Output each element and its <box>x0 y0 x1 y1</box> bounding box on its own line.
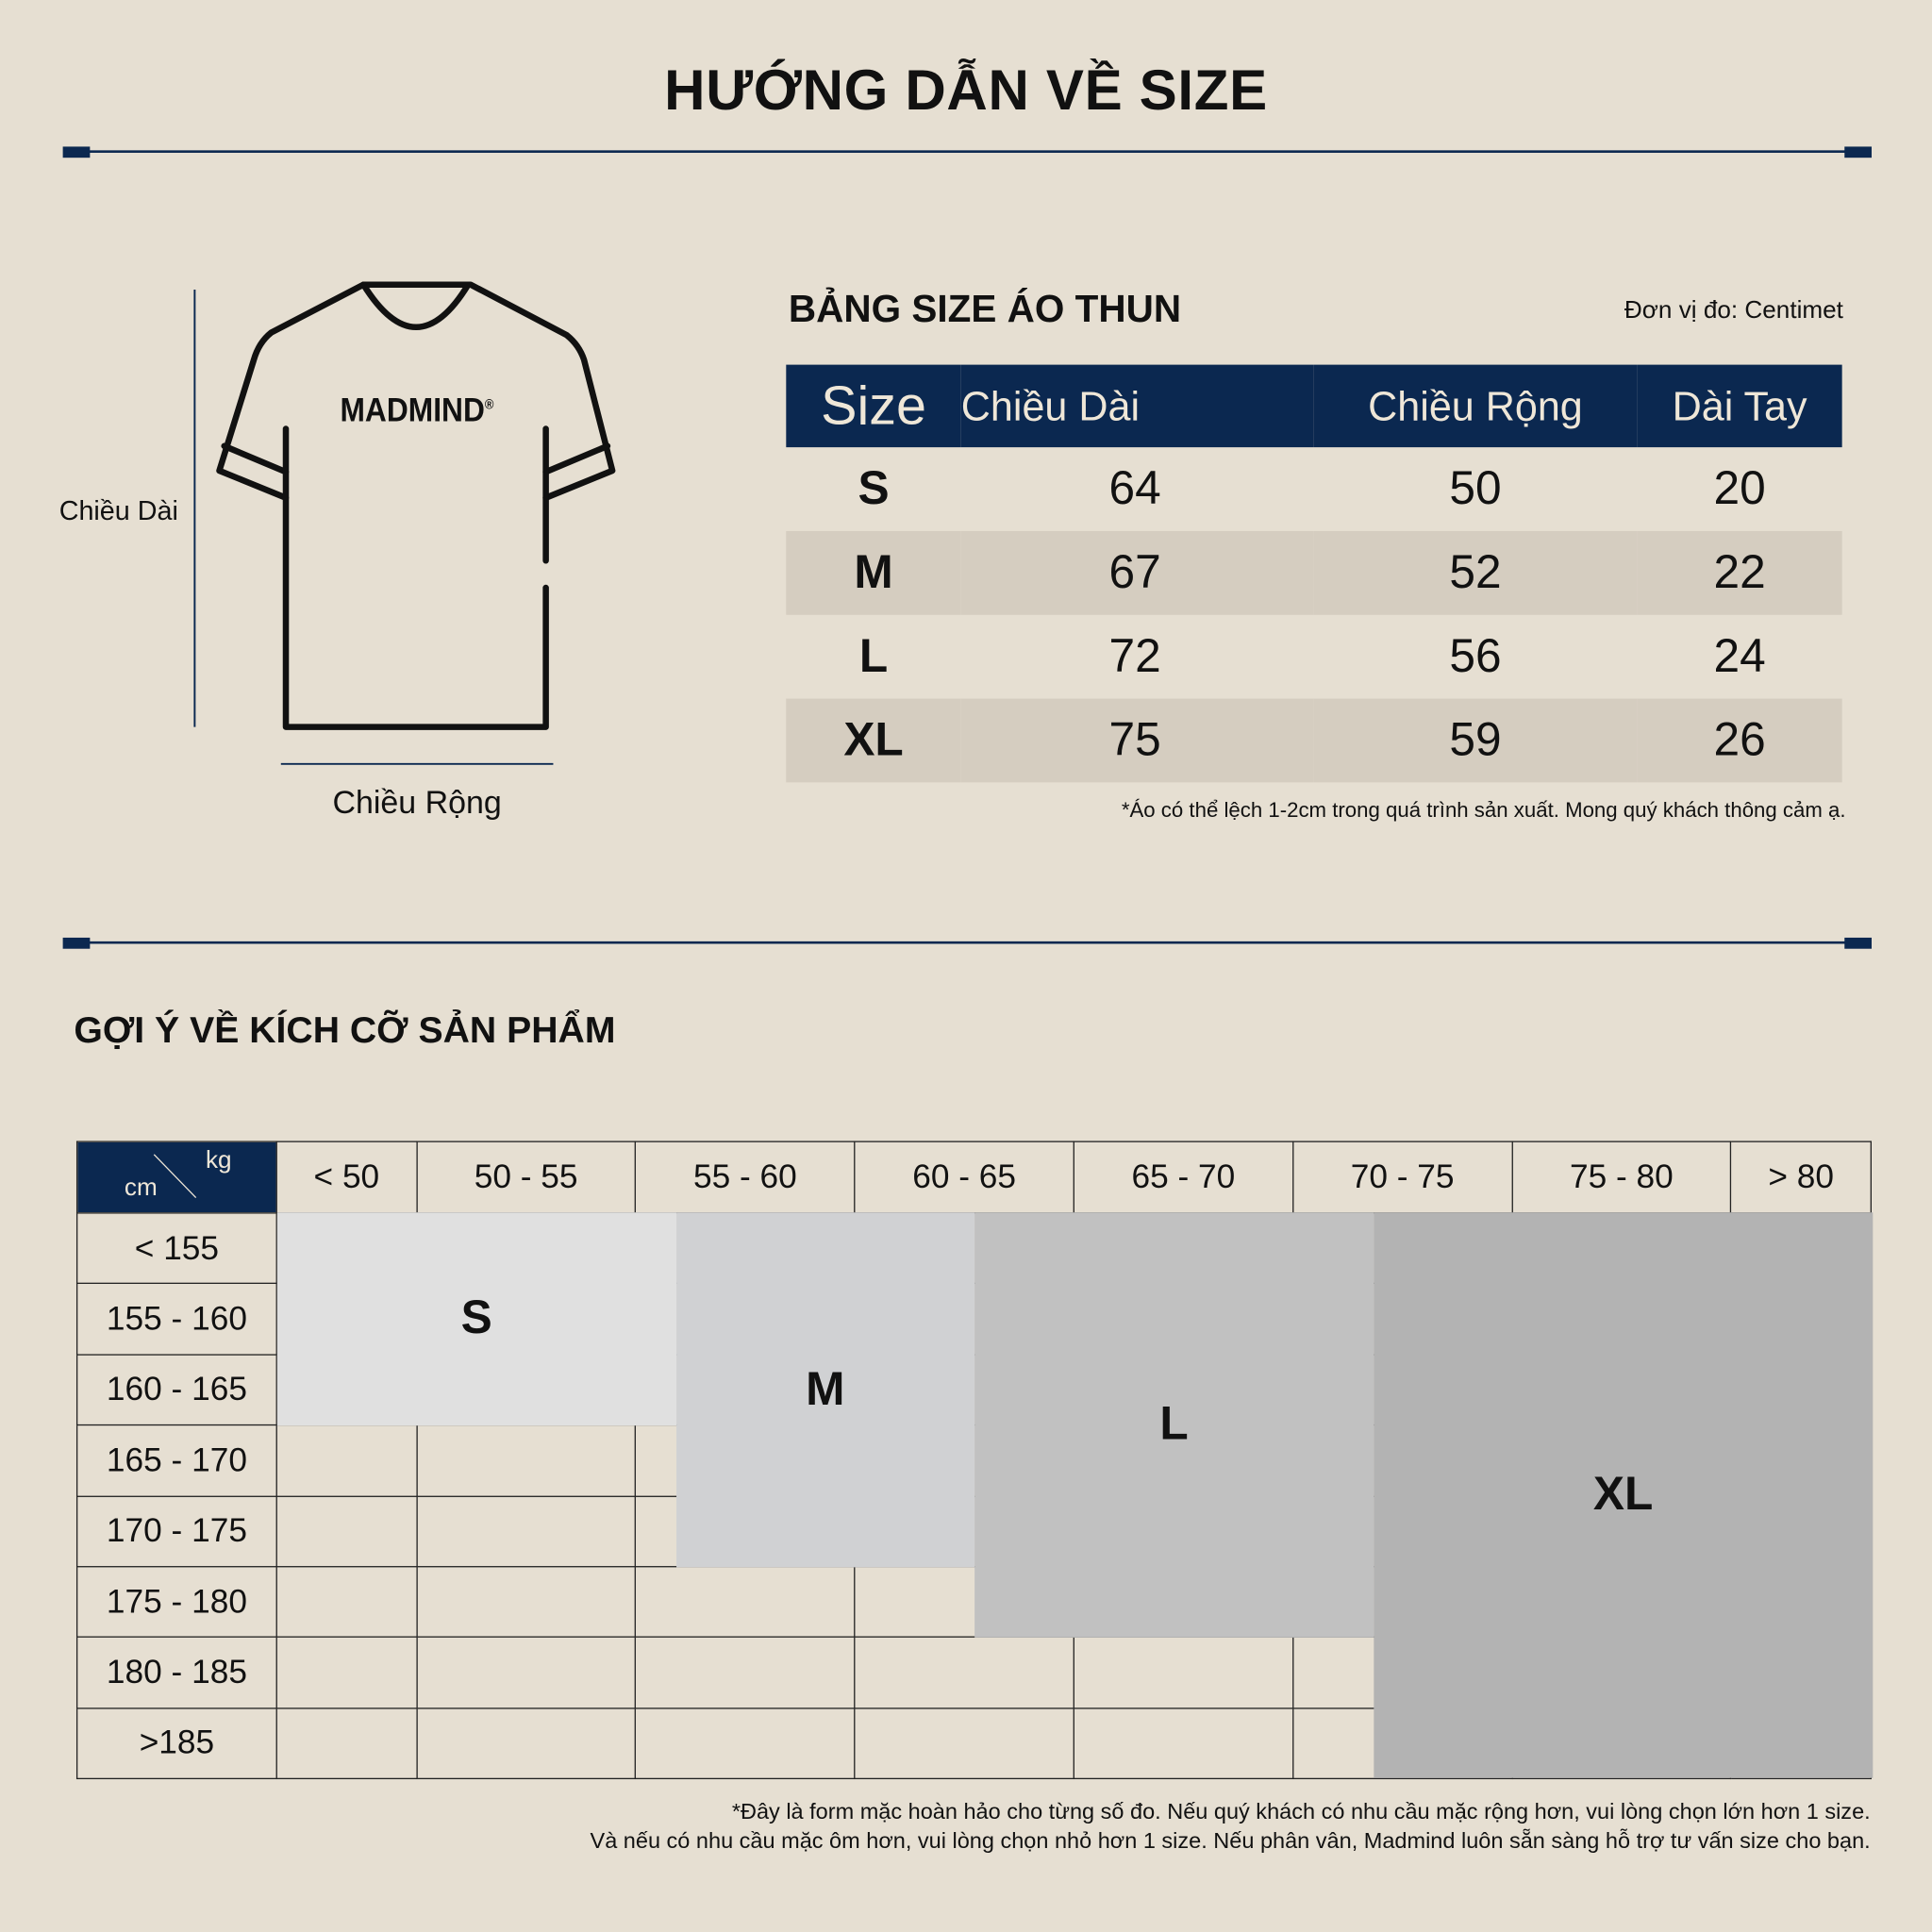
weight-col: 70 - 75 <box>1291 1141 1513 1214</box>
size-block-m: M <box>675 1212 975 1568</box>
divider-cap <box>62 937 91 949</box>
grid-cell <box>1073 1636 1294 1709</box>
grid-cell <box>415 1707 637 1780</box>
table-row: S 64 50 20 <box>786 447 1841 531</box>
suggest-note-line1: *Đây là form mặc hoàn hảo cho từng số đo… <box>731 1798 1871 1824</box>
length-cell: 72 <box>1108 630 1161 682</box>
grid-cell <box>275 1424 418 1497</box>
grid-cell <box>415 1495 637 1568</box>
table-row: L 72 56 24 <box>786 615 1841 699</box>
grid-cell <box>854 1636 1074 1709</box>
divider-cap <box>1844 146 1872 158</box>
size-table-title: BẢNG SIZE ÁO THUN <box>788 287 1182 331</box>
suggest-title: GỢI Ý VỀ KÍCH CỠ SẢN PHẨM <box>74 1010 616 1052</box>
header-row: Size Chiều Dài Chiều Rộng Dài Tay <box>786 364 1842 448</box>
weight-col: > 80 <box>1730 1141 1872 1214</box>
weight-col: 60 - 65 <box>854 1141 1074 1214</box>
diagonal-line <box>153 1154 197 1199</box>
grid-cell <box>275 1495 418 1568</box>
weight-col: 55 - 60 <box>635 1141 856 1214</box>
width-label: Chiều Rộng <box>332 783 502 821</box>
size-cell: M <box>786 530 961 615</box>
size-block-label: XL <box>1592 1469 1654 1521</box>
size-table-note: *Áo có thể lệch 1-2cm trong quá trình sả… <box>1121 798 1846 823</box>
grid-cell <box>635 1707 856 1780</box>
size-block-l: L <box>974 1212 1374 1639</box>
table-row: M 67 52 22 <box>786 530 1842 615</box>
grid-cell <box>275 1566 418 1639</box>
width-cell: 59 <box>1313 698 1638 783</box>
header-length: Chiều Dài <box>960 364 1314 448</box>
width-cell: 52 <box>1313 530 1638 615</box>
height-label: 160 - 165 <box>75 1354 277 1426</box>
tshirt-diagram <box>193 281 616 765</box>
length-cell: 75 <box>960 698 1314 783</box>
size-block-label: M <box>806 1363 845 1416</box>
sleeve-cell: 24 <box>1713 630 1766 682</box>
unit-label: Đơn vị đo: Centimet <box>1624 296 1843 325</box>
grid-cell <box>854 1707 1074 1780</box>
table-row: XL 75 59 26 <box>786 698 1842 783</box>
size-block-label: L <box>1159 1398 1189 1451</box>
grid-cell <box>1073 1707 1294 1780</box>
grid-cell <box>635 1636 856 1709</box>
height-label: 165 - 170 <box>75 1424 277 1497</box>
cm-label: cm <box>124 1174 158 1202</box>
grid-cell <box>415 1424 637 1497</box>
height-label: < 155 <box>75 1212 277 1285</box>
width-cell: 56 <box>1449 630 1502 682</box>
size-cell: XL <box>786 698 961 783</box>
weight-col: 75 - 80 <box>1511 1141 1732 1214</box>
width-cell: 50 <box>1449 462 1502 515</box>
size-cell: S <box>858 462 890 515</box>
size-block-label: S <box>460 1292 492 1345</box>
grid-cell <box>275 1707 418 1780</box>
sleeve-cell: 26 <box>1637 698 1842 783</box>
weight-col: 50 - 55 <box>415 1141 637 1214</box>
divider-cap <box>62 146 91 158</box>
size-block-s: S <box>276 1212 676 1426</box>
size-block-xl: XL <box>1373 1212 1874 1778</box>
suggest-note-line2: Và nếu có nhu cầu mặc ôm hơn, vui lòng c… <box>590 1828 1871 1854</box>
weight-header-row: kg cm < 50 50 - 55 55 - 60 60 - 65 65 - … <box>75 1141 1872 1214</box>
header-size: Size <box>786 364 961 448</box>
grid-cell <box>415 1566 637 1639</box>
sleeve-cell: 22 <box>1637 530 1842 615</box>
size-table: Size Chiều Dài Chiều Rộng Dài Tay S 64 50 2… <box>786 364 1842 783</box>
size-cell: L <box>858 630 889 682</box>
header-width: Chiều Rộng <box>1313 364 1638 448</box>
length-label: Chiều Dài <box>58 495 178 526</box>
sleeve-cell: 20 <box>1713 462 1766 515</box>
kg-label: kg <box>205 1146 232 1174</box>
divider <box>63 941 1871 944</box>
weight-col: < 50 <box>275 1141 418 1214</box>
height-label: 175 - 180 <box>75 1566 277 1639</box>
page-title: HƯỚNG DẪN VỀ SIZE <box>664 58 1268 123</box>
grid-cell <box>275 1636 418 1709</box>
height-label: 180 - 185 <box>75 1636 277 1709</box>
grid-cell <box>635 1566 856 1639</box>
height-label: 170 - 175 <box>75 1495 277 1568</box>
corner-cell: kg cm <box>75 1141 277 1214</box>
divider <box>63 150 1871 153</box>
length-cell: 64 <box>1108 462 1161 515</box>
header-sleeve: Dài Tay <box>1637 364 1842 448</box>
weight-col: 65 - 70 <box>1073 1141 1294 1214</box>
height-label: >185 <box>75 1707 277 1780</box>
divider-cap <box>1844 937 1872 949</box>
length-cell: 67 <box>960 530 1314 615</box>
grid-cell <box>415 1636 637 1709</box>
height-label: 155 - 160 <box>75 1283 277 1356</box>
brand-logo: MADMIND® <box>340 391 494 429</box>
